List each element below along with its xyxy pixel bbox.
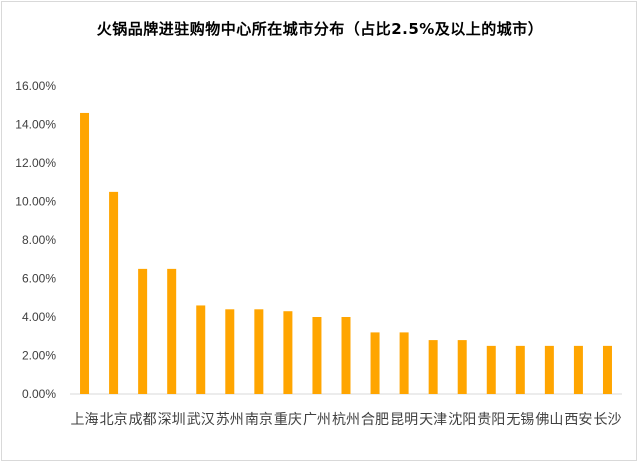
bar-7: [283, 311, 293, 394]
bar-12: [428, 340, 438, 394]
y-tick-label: 16.00%: [15, 79, 56, 93]
bar-0: [80, 112, 90, 394]
x-tick-label: 深圳: [158, 412, 186, 428]
y-tick-label: 4.00%: [22, 310, 56, 324]
chart-title: 火锅品牌进驻购物中心所在城市分布（占比2.5%及以上的城市）: [96, 20, 544, 38]
bar-4: [196, 305, 206, 394]
x-tick-label: 天津: [419, 412, 447, 428]
bar-5: [225, 309, 235, 394]
x-axis-labels: 上海 北京 成都 深圳 武汉 苏州 南京 重庆 广州 杭州 合肥 昆明 天津 沈阳 贵阳 无锡 佛山 西安 长沙: [71, 412, 622, 428]
y-tick-label: 10.00%: [15, 195, 56, 209]
x-tick-label: 广州: [303, 412, 331, 428]
x-tick-label: 沈阳: [448, 412, 476, 428]
x-tick-label: 合肥: [361, 412, 389, 428]
x-tick-label: 南京: [245, 412, 273, 428]
y-tick-label: 2.00%: [22, 349, 56, 363]
x-tick-label: 无锡: [506, 412, 534, 428]
bar-17: [573, 345, 583, 394]
bar-11: [399, 332, 409, 394]
x-tick-label: 重庆: [274, 412, 302, 428]
bar-16: [544, 345, 554, 394]
y-tick-label: 8.00%: [22, 233, 56, 247]
y-tick-label: 14.00%: [15, 118, 56, 132]
x-tick-label: 上海: [71, 412, 99, 428]
bar-8: [312, 317, 322, 394]
x-tick-label: 昆明: [390, 412, 418, 428]
bar-10: [370, 332, 380, 394]
y-tick-label: 12.00%: [15, 156, 56, 170]
bar-13: [457, 340, 467, 394]
bar-1: [109, 191, 119, 394]
x-tick-label: 成都: [129, 412, 157, 428]
x-tick-label: 武汉: [187, 412, 215, 428]
x-tick-label: 长沙: [593, 412, 621, 428]
bar-9: [341, 317, 351, 394]
bar-6: [254, 309, 264, 394]
bar-2: [138, 268, 148, 394]
x-tick-label: 佛山: [535, 412, 563, 428]
x-tick-label: 苏州: [216, 412, 244, 428]
bar-3: [167, 268, 177, 394]
bar-15: [515, 345, 525, 394]
bar-14: [486, 345, 496, 394]
x-tick-label: 北京: [100, 412, 128, 428]
y-axis-ticks: 0.00% 2.00% 4.00% 6.00% 8.00% 10.00% 12.00% 14.…: [15, 79, 56, 401]
bar-18: [602, 345, 612, 394]
x-tick-label: 杭州: [332, 412, 360, 428]
y-tick-label: 6.00%: [22, 272, 56, 286]
x-tick-label: 西安: [564, 412, 592, 428]
y-tick-label: 0.00%: [22, 387, 56, 401]
bars: [80, 112, 612, 394]
x-tick-label: 贵阳: [477, 412, 505, 428]
